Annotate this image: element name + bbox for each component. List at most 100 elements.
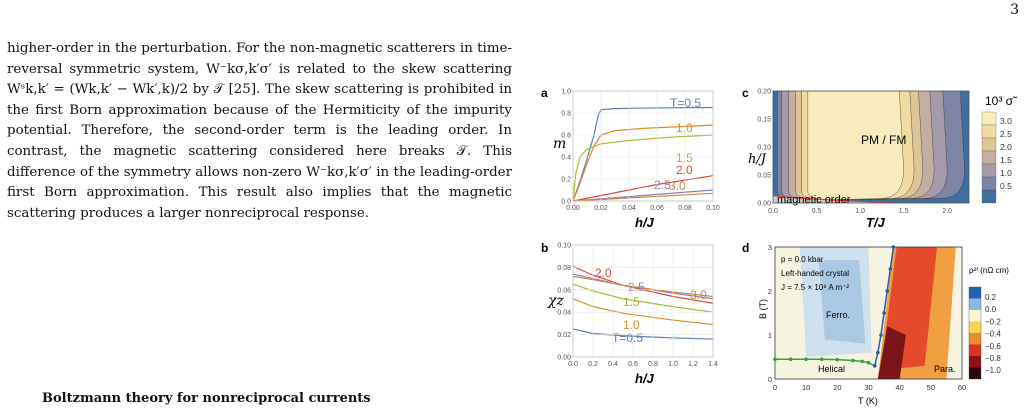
colorbar-tick-label: −0.6 [985, 342, 1001, 351]
y-tick-label: 1.0 [561, 89, 571, 96]
panel-c-region-magnetic-order: magnetic order [777, 194, 851, 206]
y-tick-label: 3 [768, 243, 772, 252]
x-tick-label: 0.02 [594, 205, 608, 212]
colorbar-swatch [969, 310, 981, 322]
panel-c-region-pmfm: PM / FM [861, 133, 906, 147]
colorbar-tick-label: −0.4 [985, 330, 1001, 339]
series-line-1-5 [572, 134, 714, 202]
x-tick-label: 1.5 [899, 208, 909, 215]
panel-c: 0.0 0.5 1.0 1.5 2.0 0.00 0.05 0.10 0.15 0.20 PM /… [748, 89, 1018, 231]
x-tick-label: 1.0 [668, 361, 678, 368]
section-heading: Boltzmann theory for nonreciprocal curre… [42, 391, 371, 406]
colorbar-tick-label: 0.0 [985, 305, 997, 314]
series-label: 1.5 [676, 151, 693, 165]
series-label: 3.0 [669, 179, 686, 193]
series-line-3-0 [572, 275, 714, 298]
colorbar-swatch [981, 150, 997, 165]
x-tick-label: 0.08 [678, 205, 692, 212]
phase-point-green [851, 358, 855, 363]
panel-label-b: b [541, 241, 548, 255]
x-tick-label: 10 [802, 383, 810, 392]
phase-point-green [819, 357, 824, 362]
colorbar-tick-label: 2.5 [1000, 129, 1012, 139]
x-tick-label: 0.2 [588, 361, 598, 368]
x-tick-label: 2.0 [942, 208, 952, 215]
y-tick-label: 2 [768, 287, 772, 296]
panel-d: 0 10 20 30 40 50 60 0 1 2 3 p = 0.0 kbar Left-hand… [758, 243, 1009, 406]
x-tick-label: 0.5 [812, 208, 822, 215]
panel-d-colorbar-title: ρ²ᶠ (nΩ cm) [969, 266, 1009, 275]
series-line-T0-5 [572, 106, 714, 202]
panel-a-ylabel: m [553, 136, 566, 152]
x-tick-label: 0.10 [706, 205, 720, 212]
phase-point-green [835, 357, 840, 362]
series-label: 1.0 [623, 318, 640, 332]
y-tick-label: 0.6 [561, 133, 571, 140]
colorbar-tick-label: −0.8 [985, 354, 1001, 363]
x-tick-label: 30 [864, 383, 872, 392]
series-label: 2.0 [676, 163, 693, 177]
y-tick-label: 0.0 [561, 199, 571, 206]
body-paragraph: higher-order in the perturbation. For th… [7, 41, 512, 221]
y-tick-label: 0.02 [557, 332, 571, 339]
phase-point-green [860, 359, 865, 364]
phase-point-blue [879, 333, 883, 337]
y-tick-label: 1 [768, 331, 772, 340]
colorbar-swatch [981, 176, 997, 191]
series-line-3-0 [572, 192, 714, 202]
panel-a-xlabel: h/J [635, 215, 655, 230]
colorbar-swatch [981, 189, 997, 204]
y-tick-label: 0 [768, 375, 772, 384]
phase-point-blue [888, 267, 893, 271]
series-line-1-0 [572, 298, 714, 326]
colorbar-tick-label: 2.0 [1000, 142, 1012, 152]
panel-b-xlabel: h/J [635, 371, 655, 386]
panel-c-xlabel: T/J [866, 215, 886, 230]
page-number: 3 [1010, 2, 1019, 18]
colorbar-swatch [981, 163, 997, 178]
series-line-T0-5 [572, 328, 714, 340]
magnetic-order-region [773, 196, 891, 203]
phase-point-green [804, 357, 808, 362]
x-tick-label: 0.8 [648, 361, 658, 368]
panel-d-annotation-pressure: p = 0.0 kbar [781, 255, 824, 264]
x-tick-label: 0.0 [568, 361, 578, 368]
x-tick-label: 0.06 [650, 205, 664, 212]
colorbar-swatch [981, 137, 997, 152]
series-label: 1.0 [676, 121, 693, 135]
y-tick-label: 0.10 [757, 145, 771, 152]
panel-c-colorbar: 3.0 2.5 2.0 1.5 1.0 0.5 [981, 111, 1012, 204]
y-tick-label: 0.15 [757, 117, 771, 124]
x-tick-label: 40 [895, 383, 903, 392]
colorbar-swatch [981, 124, 997, 139]
phase-point-blue [882, 311, 886, 315]
phase-point-blue [891, 245, 896, 249]
panel-c-ylabel: h/J [748, 152, 767, 167]
panel-label-d: d [742, 241, 749, 255]
y-tick-label: 0.08 [557, 265, 571, 272]
colorbar-tick-label: −0.2 [985, 317, 1001, 326]
x-tick-label: 1.0 [855, 208, 865, 215]
colorbar-swatch [969, 287, 981, 299]
phase-point-green [773, 357, 777, 362]
panel-d-region-ferro: Ferro. [826, 310, 850, 320]
x-tick-label: 0.04 [622, 205, 636, 212]
phase-point-blue [885, 289, 889, 293]
series-label: 2.5 [628, 280, 645, 294]
series-label: 2.0 [595, 266, 612, 280]
colorbar-swatch [969, 344, 981, 356]
x-tick-label: 0.00 [566, 205, 580, 212]
colorbar-tick-label: −1.0 [985, 366, 1001, 375]
x-tick-label: 1.2 [688, 361, 698, 368]
contour-band [807, 91, 904, 200]
panel-d-ylabel: B (T) [758, 299, 768, 319]
colorbar-swatch [969, 367, 981, 379]
colorbar-swatch [969, 321, 981, 333]
y-tick-label: 0.04 [557, 310, 571, 317]
colorbar-swatch [981, 111, 997, 126]
y-tick-label: 0.8 [561, 111, 571, 118]
panel-b-ylabel: χz [547, 293, 564, 309]
colorbar-tick-label: 0.5 [1000, 181, 1012, 191]
x-tick-label: 0.6 [628, 361, 638, 368]
